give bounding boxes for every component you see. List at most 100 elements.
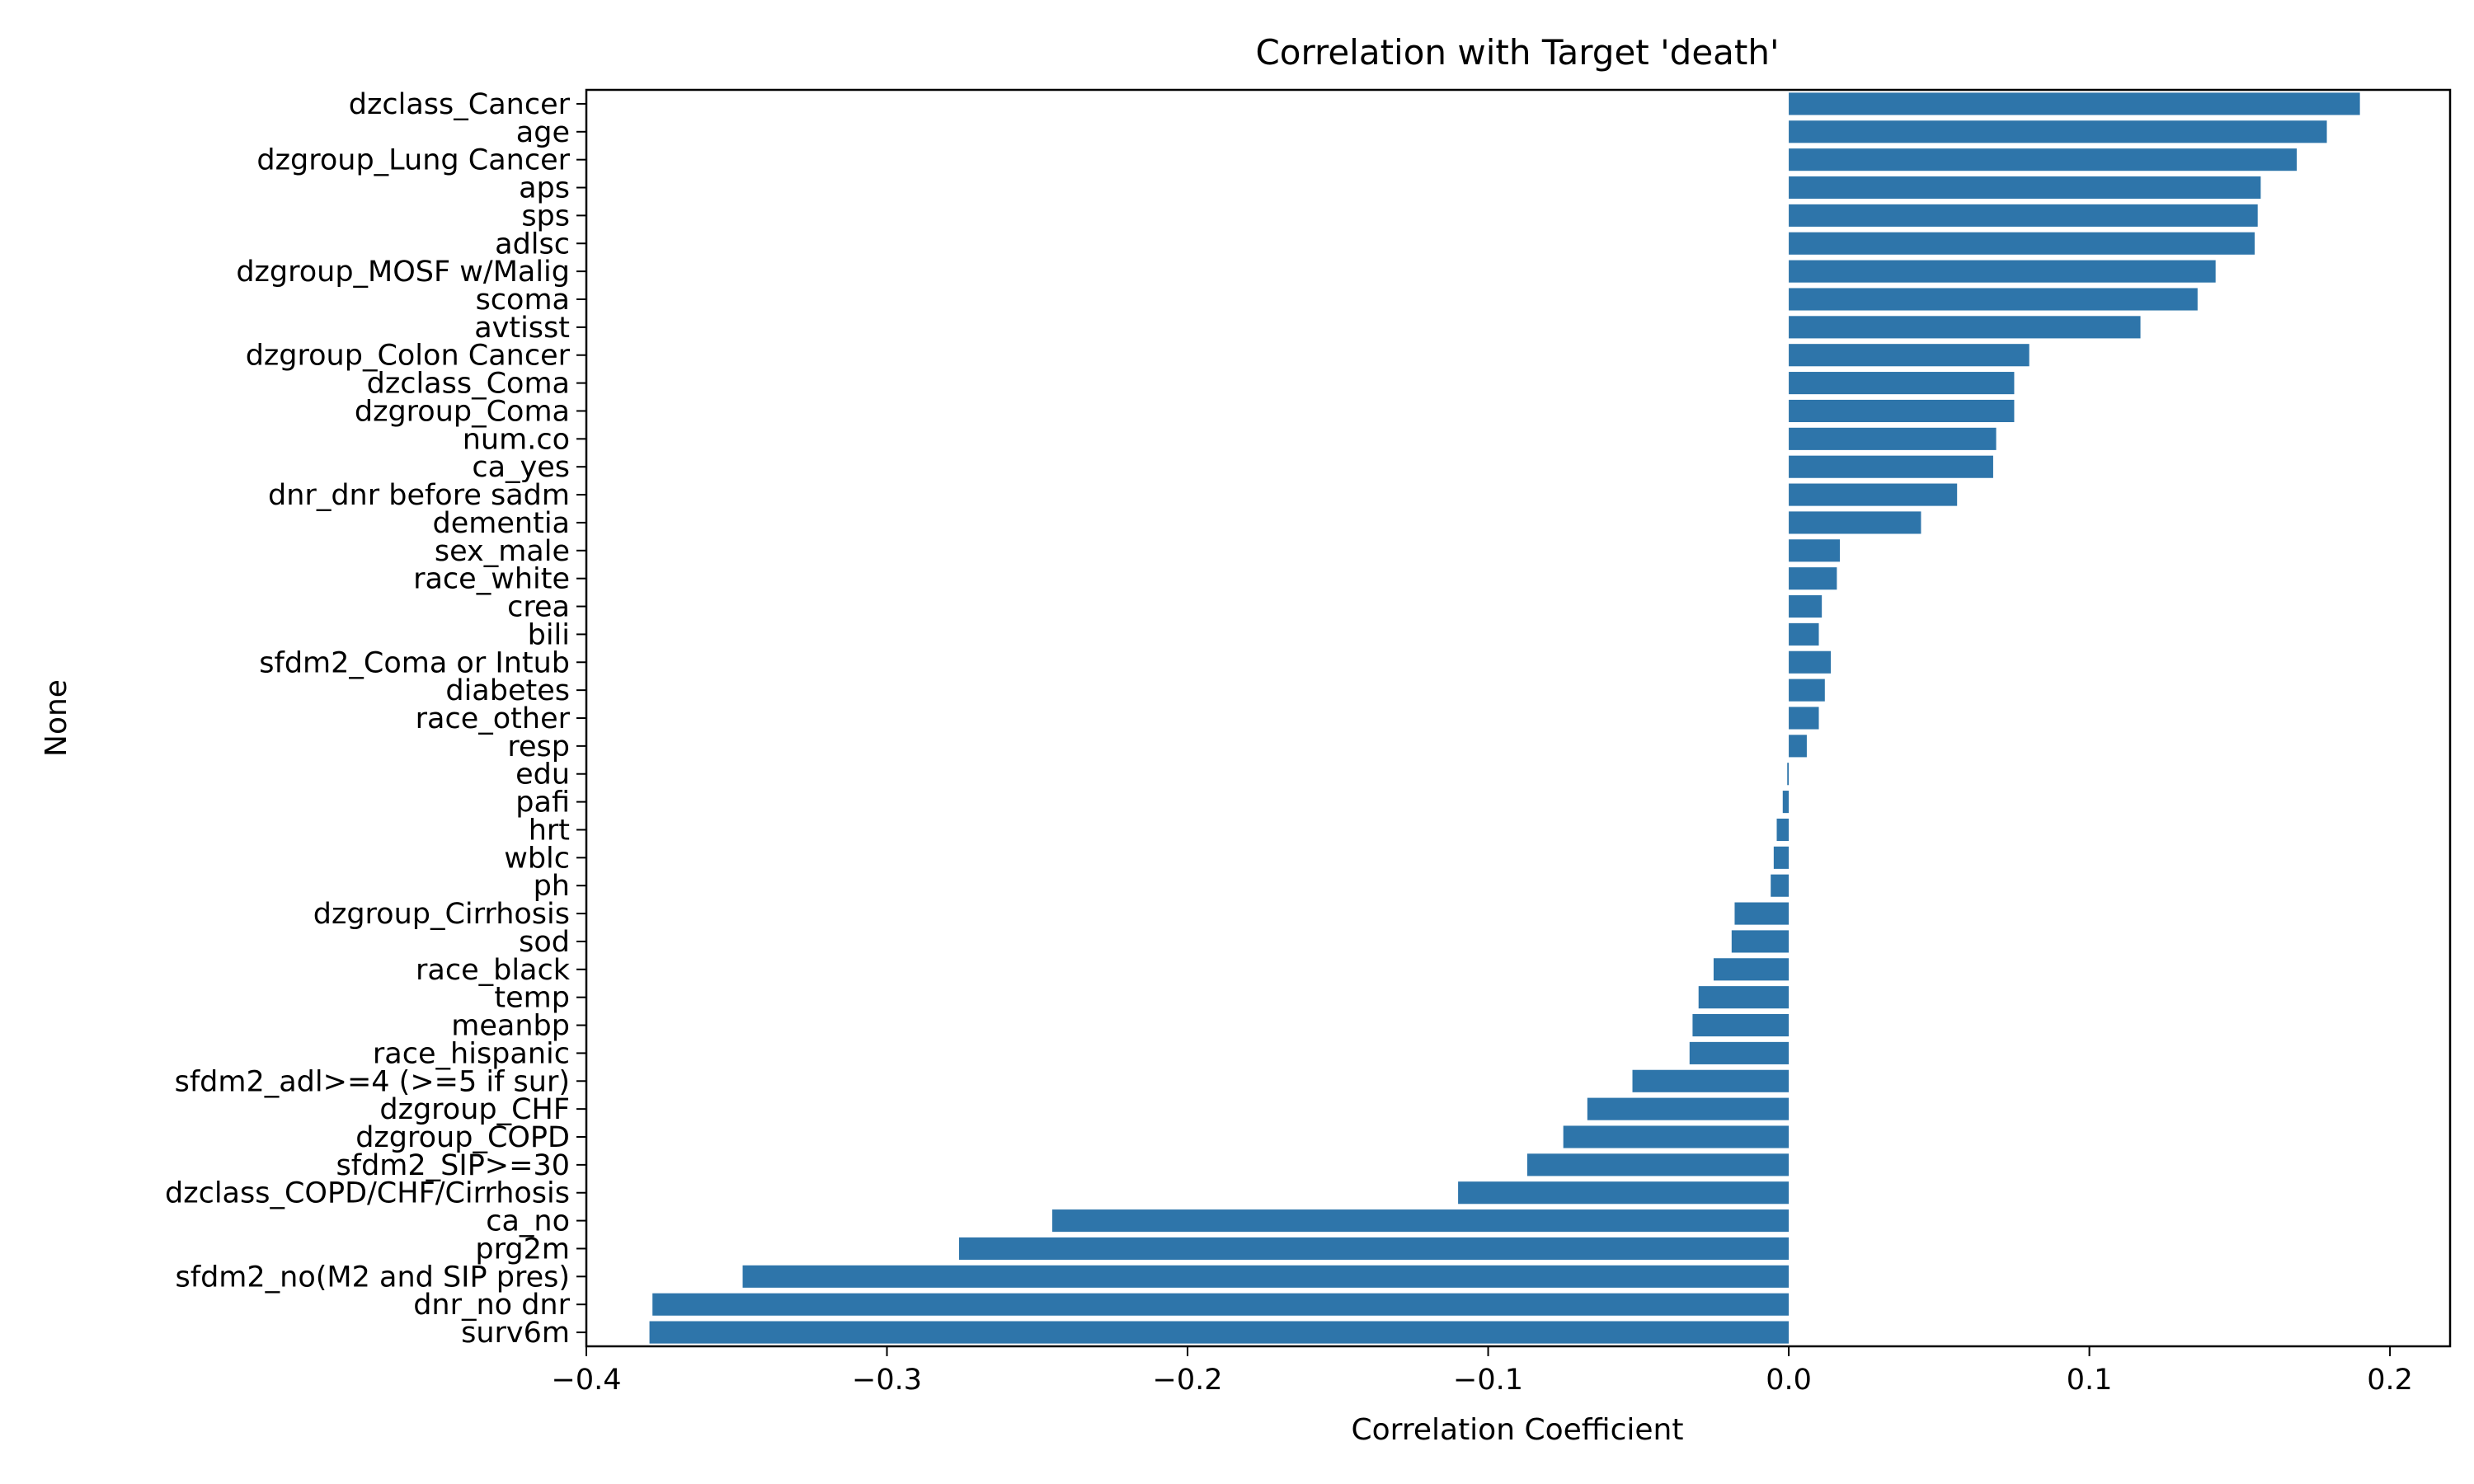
y-tick-label: aps	[519, 172, 570, 205]
bar-8	[1789, 316, 2141, 339]
y-tick-label: dnr_dnr before sadm	[268, 479, 570, 512]
y-tick-label: wblc	[504, 842, 570, 875]
y-tick-label: sex_male	[435, 535, 570, 568]
bar-34	[1689, 1041, 1790, 1064]
bar-20	[1789, 650, 1832, 674]
y-tick-label: dzclass_Cancer	[349, 88, 571, 121]
bar-38	[1526, 1153, 1790, 1176]
bar-32	[1698, 986, 1790, 1009]
bar-1	[1789, 120, 2327, 143]
y-tick-label: sps	[521, 200, 570, 232]
y-tick-label: crea	[507, 591, 570, 624]
bar-40	[1052, 1209, 1790, 1233]
x-tick-label: −0.3	[852, 1364, 922, 1397]
bar-2	[1789, 148, 2298, 171]
y-tick-label: dzgroup_Cirrhosis	[313, 898, 570, 931]
y-tick-label: avtisst	[474, 312, 570, 345]
y-tick-label: race_hispanic	[373, 1037, 570, 1070]
x-tick-label: 0.1	[2067, 1364, 2113, 1397]
y-tick-label: ph	[534, 870, 570, 903]
bar-27	[1773, 846, 1790, 869]
bar-10	[1789, 372, 2015, 395]
y-tick-label: ca_yes	[472, 451, 570, 484]
y-tick-label: sod	[519, 926, 570, 959]
bar-0	[1789, 92, 2360, 115]
bar-37	[1563, 1125, 1790, 1148]
bar-14	[1789, 483, 1958, 506]
y-tick-label: diabetes	[445, 674, 570, 707]
bar-24	[1787, 763, 1790, 786]
y-tick-label: age	[516, 116, 570, 149]
y-tick-label: dnr_no dnr	[413, 1289, 570, 1322]
bar-36	[1587, 1097, 1790, 1120]
x-tick-label: 0.2	[2367, 1364, 2413, 1397]
y-tick-label: surv6m	[461, 1317, 570, 1350]
bar-33	[1692, 1013, 1790, 1037]
y-tick-label: ca_no	[486, 1205, 570, 1238]
bar-30	[1731, 930, 1790, 953]
y-tick-label: sfdm2_no(M2 and SIP pres)	[176, 1261, 570, 1294]
bar-11	[1789, 399, 2015, 423]
y-tick-label: race_black	[416, 954, 571, 987]
bar-9	[1789, 344, 2030, 367]
y-tick-label: dzgroup_Lung Cancer	[256, 144, 570, 177]
bar-23	[1789, 735, 1807, 758]
y-tick-label: num.co	[463, 423, 570, 456]
y-tick-label: dzclass_Coma	[367, 368, 570, 401]
bar-41	[959, 1237, 1790, 1261]
x-axis-ticks: −0.4 −0.3 −0.2 −0.1 0.0 0.1 0.2	[552, 1346, 2413, 1397]
y-tick-label: bili	[528, 618, 570, 651]
x-tick-label: −0.4	[552, 1364, 622, 1397]
bar-15	[1789, 511, 1921, 534]
bar-19	[1789, 622, 1819, 646]
x-tick-label: 0.0	[1766, 1364, 1812, 1397]
y-tick-label: dzgroup_CHF	[379, 1093, 570, 1126]
bar-17	[1789, 567, 1837, 590]
y-tick-label: dzgroup_COPD	[355, 1121, 570, 1154]
bars-group	[649, 92, 2360, 1344]
y-tick-label: pafi	[515, 787, 570, 819]
y-tick-label: meanbp	[451, 1010, 570, 1043]
bar-21	[1789, 679, 1825, 702]
x-axis-label: Correlation Coefficient	[1352, 1413, 1684, 1447]
bar-28	[1771, 874, 1790, 897]
bar-35	[1632, 1069, 1790, 1092]
bar-18	[1789, 594, 1823, 618]
chart-title: Correlation with Target 'death'	[1255, 32, 1779, 73]
bar-26	[1776, 818, 1790, 842]
y-tick-label: sfdm2_adl>=4 (>=5 if sur)	[175, 1065, 570, 1098]
bar-39	[1458, 1181, 1790, 1205]
bar-43	[652, 1293, 1790, 1316]
y-tick-label: dementia	[433, 507, 570, 540]
bar-29	[1734, 902, 1790, 925]
bar-13	[1789, 455, 1993, 478]
y-tick-label: adlsc	[495, 228, 570, 261]
bar-16	[1789, 539, 1841, 562]
y-tick-label: sfdm2_SIP>=30	[336, 1149, 570, 1182]
y-tick-label: sfdm2_Coma or Intub	[259, 646, 570, 679]
y-tick-label: dzgroup_Colon Cancer	[246, 340, 571, 373]
x-tick-label: −0.2	[1153, 1364, 1223, 1397]
bar-44	[649, 1321, 1790, 1344]
y-tick-label: edu	[515, 758, 570, 791]
bar-25	[1782, 791, 1790, 814]
bar-6	[1789, 260, 2216, 283]
y-tick-label: prg2m	[475, 1233, 570, 1266]
y-tick-label: temp	[494, 982, 570, 1015]
y-tick-label: dzgroup_MOSF w/Malig	[236, 256, 570, 289]
bar-12	[1789, 427, 1997, 450]
plot-frame	[585, 88, 2452, 1348]
y-tick-label: resp	[507, 730, 570, 763]
y-tick-label: dzgroup_Coma	[355, 395, 570, 428]
x-tick-label: −0.1	[1453, 1364, 1523, 1397]
bar-5	[1789, 232, 2255, 255]
y-tick-label: race_other	[416, 702, 571, 735]
bar-42	[742, 1265, 1790, 1288]
y-tick-label: scoma	[476, 284, 570, 317]
y-axis-label: None	[40, 679, 73, 757]
bar-31	[1713, 958, 1790, 981]
bar-4	[1789, 204, 2258, 227]
y-tick-label: race_white	[413, 563, 570, 596]
